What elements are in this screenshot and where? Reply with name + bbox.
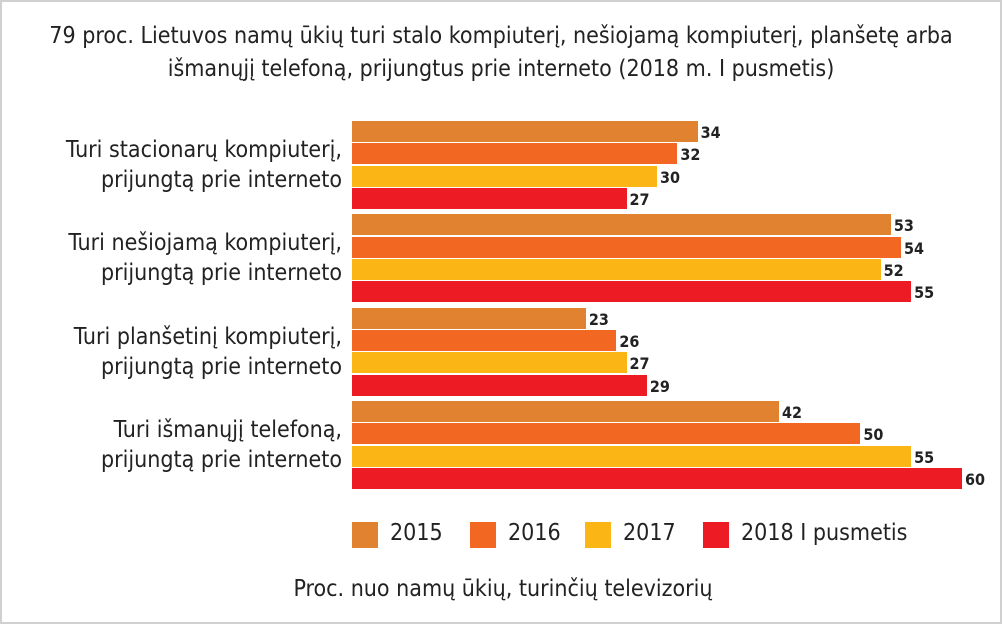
legend-label: 2016 — [508, 520, 561, 546]
category-label: Turi stacionarų kompiuterį, prijungtą pr… — [65, 137, 342, 193]
bar — [352, 374, 647, 396]
bar — [352, 258, 881, 280]
bar — [352, 187, 627, 209]
bar — [352, 445, 912, 467]
bar — [352, 467, 962, 489]
data-label: 34 — [698, 123, 723, 142]
bar — [352, 281, 912, 303]
bar — [352, 165, 657, 187]
bar — [352, 307, 586, 329]
data-label: 30 — [658, 167, 683, 187]
legend-swatch — [703, 522, 729, 548]
axis-label: Proc. nuo namų ūkių, turinčių televizori… — [293, 576, 713, 602]
bar — [352, 236, 901, 258]
legend-swatch — [470, 522, 496, 548]
data-label: 55 — [912, 283, 937, 303]
bar — [352, 400, 779, 422]
bar — [352, 423, 861, 445]
data-label: 54 — [902, 238, 927, 258]
data-label: 29 — [647, 376, 672, 396]
data-label: 23 — [586, 309, 611, 329]
bar — [352, 214, 891, 236]
data-label: 55 — [912, 447, 937, 467]
data-label: 27 — [627, 189, 652, 209]
data-label: 42 — [780, 402, 805, 422]
bar — [352, 352, 627, 374]
legend-swatch — [352, 522, 378, 548]
legend-label: 2017 — [623, 520, 676, 546]
bar — [352, 143, 678, 165]
data-label: 52 — [881, 260, 906, 280]
data-label: 50 — [861, 425, 886, 445]
data-label: 27 — [627, 354, 652, 374]
data-label: 26 — [617, 331, 642, 351]
category-label: Turi nešiojamą kompiuterį, prijungtą pri… — [68, 230, 342, 287]
data-label: 53 — [891, 216, 916, 236]
legend-swatch — [585, 522, 611, 548]
bar — [352, 121, 698, 142]
category-label: Turi išmanųjį telefoną, prijungtą prie i… — [101, 416, 342, 473]
chart-title: 79 proc. Lietuvos namų ūkių turi stalo k… — [49, 23, 953, 82]
legend-label: 2018 I pusmetis — [741, 520, 908, 546]
category-label: Turi planšetinį kompiuterį, prijungtą pr… — [73, 323, 342, 380]
data-label: 60 — [963, 469, 988, 489]
bar — [352, 329, 617, 351]
data-label: 32 — [678, 145, 703, 165]
legend-label: 2015 — [390, 520, 443, 546]
